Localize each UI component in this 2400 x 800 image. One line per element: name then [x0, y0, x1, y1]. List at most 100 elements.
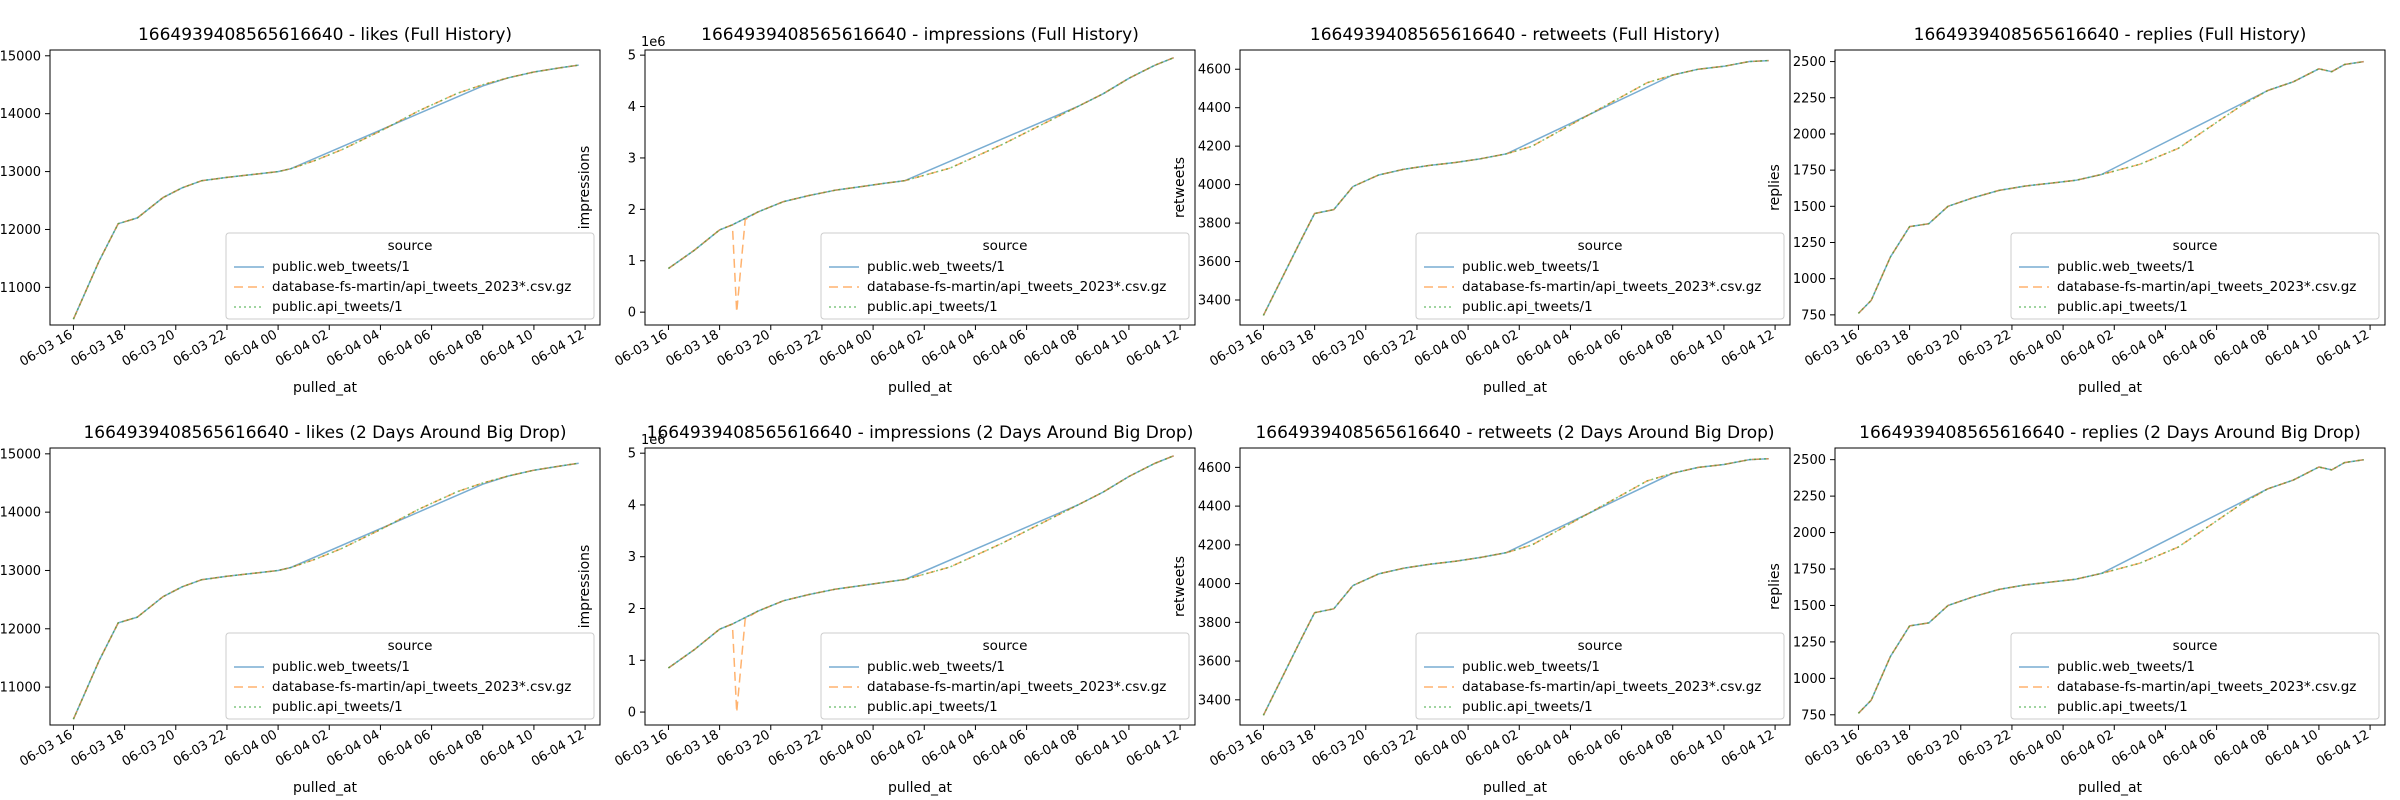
x-tick-label: 06-04 08 [1617, 727, 1675, 769]
y-tick-label: 13000 [0, 165, 41, 180]
legend-box [2010, 632, 2380, 720]
axes-frame [644, 447, 1196, 726]
legend-entry-1: public.web_tweets/1 [867, 659, 1005, 675]
chart-panel-1: 1664939408565616640 - likes (Full Histor… [0, 25, 601, 396]
x-tick-label: 06-04 10 [1668, 727, 1726, 769]
x-tick-label: 06-04 06 [2160, 727, 2218, 769]
x-tick-label: 06-04 00 [817, 327, 875, 369]
y-tick-label: 14000 [0, 506, 41, 521]
legend-box [1415, 632, 1785, 720]
legend-title: source [2173, 638, 2218, 654]
y-offset-label: 1e6 [641, 433, 666, 448]
y-tick-label: 3 [628, 550, 636, 565]
y-tick-label: 4000 [1198, 577, 1231, 592]
x-tick-label: 06-03 16 [612, 727, 670, 769]
y-tick-label: 0 [628, 306, 636, 321]
y-tick-label: 2250 [1793, 91, 1826, 106]
x-tick-label: 06-03 22 [1361, 727, 1419, 769]
legend: source public.web_tweets/1 database-fs-mar… [1415, 632, 1785, 720]
x-tick-label: 06-03 22 [171, 327, 229, 369]
legend: source public.web_tweets/1 database-fs-mar… [225, 232, 595, 320]
chart-panel-4: 1664939408565616640 - replies (Full Hist… [1767, 25, 2386, 396]
legend: source public.web_tweets/1 database-fs-mar… [820, 632, 1190, 720]
y-tick-label: 5 [628, 447, 636, 462]
legend-entry-1: public.web_tweets/1 [2057, 659, 2195, 675]
x-tick-label: 06-04 10 [2263, 727, 2321, 769]
x-tick-label: 06-03 22 [1956, 327, 2014, 369]
x-tick-label: 06-04 08 [2212, 727, 2270, 769]
y-tick-label: 11000 [0, 681, 41, 696]
x-tick-label: 06-04 04 [919, 327, 977, 369]
series-line-2 [72, 64, 579, 320]
x-tick-label: 06-04 06 [1565, 327, 1623, 369]
x-tick-label: 06-03 20 [1905, 727, 1963, 769]
y-tick-label: 1250 [1793, 635, 1826, 650]
x-tick-label: 06-04 00 [1412, 327, 1470, 369]
y-tick-label: 2 [628, 203, 636, 218]
y-tick-label: 4600 [1198, 63, 1231, 78]
y-tick-label: 2250 [1793, 490, 1826, 505]
y-tick-label: 11000 [0, 281, 41, 296]
x-tick-label: 06-04 08 [1022, 327, 1080, 369]
y-tick-label: 3800 [1198, 616, 1231, 631]
y-tick-label: 14000 [0, 107, 41, 122]
x-tick-label: 06-03 18 [1258, 327, 1316, 369]
x-tick-label: 06-04 02 [273, 327, 331, 369]
x-tick-label: 06-04 10 [2263, 327, 2321, 369]
x-tick-label: 06-04 06 [375, 327, 433, 369]
y-tick-label: 4200 [1198, 140, 1231, 155]
y-axis-label: replies [1767, 563, 1783, 610]
legend-entry-3: public.api_tweets/1 [272, 299, 403, 315]
legend-title: source [983, 238, 1028, 254]
x-tick-label: 06-04 02 [868, 727, 926, 769]
legend: source public.web_tweets/1 database-fs-mar… [2010, 632, 2380, 720]
axes-frame [1834, 447, 2386, 726]
y-tick-label: 1250 [1793, 236, 1826, 251]
legend: source public.web_tweets/1 database-fs-mar… [2010, 232, 2380, 320]
legend-entry-2: database-fs-martin/api_tweets_2023*.csv.… [1462, 679, 1761, 695]
series-line-3 [72, 462, 579, 720]
series-group [72, 64, 579, 320]
x-tick-label: 06-03 18 [1853, 727, 1911, 769]
x-tick-label: 06-04 06 [1565, 727, 1623, 769]
x-tick-label: 06-04 00 [222, 727, 280, 769]
chart-panel-6: 1664939408565616640 - impressions (2 Day… [577, 423, 1196, 796]
y-tick-label: 3400 [1198, 294, 1231, 309]
legend: source public.web_tweets/1 database-fs-mar… [820, 232, 1190, 320]
x-tick-label: 06-04 00 [2007, 727, 2065, 769]
legend-entry-2: database-fs-martin/api_tweets_2023*.csv.… [867, 279, 1166, 295]
y-tick-label: 2500 [1793, 453, 1826, 468]
x-tick-label: 06-03 20 [1310, 327, 1368, 369]
chart-panel-8: 1664939408565616640 - replies (2 Days Ar… [1767, 423, 2386, 796]
x-tick-label: 06-03 20 [1310, 727, 1368, 769]
y-offset-label: 1e6 [641, 35, 666, 50]
x-tick-label: 06-03 16 [1802, 727, 1860, 769]
x-tick-label: 06-03 22 [1361, 327, 1419, 369]
y-tick-label: 5 [628, 49, 636, 64]
x-tick-label: 06-04 08 [1617, 327, 1675, 369]
chart-title: 1664939408565616640 - replies (Full Hist… [1914, 25, 2307, 45]
x-axis-label: pulled_at [293, 780, 358, 796]
legend: source public.web_tweets/1 database-fs-mar… [1415, 232, 1785, 320]
x-tick-label: 06-03 18 [663, 327, 721, 369]
y-tick-label: 1000 [1793, 672, 1826, 687]
x-tick-label: 06-03 18 [663, 727, 721, 769]
series-line-2 [1857, 60, 2364, 314]
x-tick-label: 06-04 00 [222, 327, 280, 369]
legend-entry-3: public.api_tweets/1 [867, 699, 998, 715]
y-tick-label: 4400 [1198, 500, 1231, 515]
x-tick-label: 06-04 08 [427, 327, 485, 369]
y-tick-label: 2 [628, 602, 636, 617]
legend-title: source [2173, 238, 2218, 254]
series-line-3 [1262, 457, 1769, 716]
legend-entry-3: public.api_tweets/1 [272, 699, 403, 715]
x-tick-label: 06-03 20 [1905, 327, 1963, 369]
series-line-3 [1857, 60, 2364, 314]
x-axis-label: pulled_at [2078, 780, 2143, 796]
x-tick-label: 06-03 20 [120, 727, 178, 769]
x-tick-label: 06-03 22 [171, 727, 229, 769]
y-tick-label: 3 [628, 151, 636, 166]
legend-entry-2: database-fs-martin/api_tweets_2023*.csv.… [272, 279, 571, 295]
x-tick-label: 06-03 22 [766, 727, 824, 769]
x-tick-label: 06-04 00 [817, 727, 875, 769]
